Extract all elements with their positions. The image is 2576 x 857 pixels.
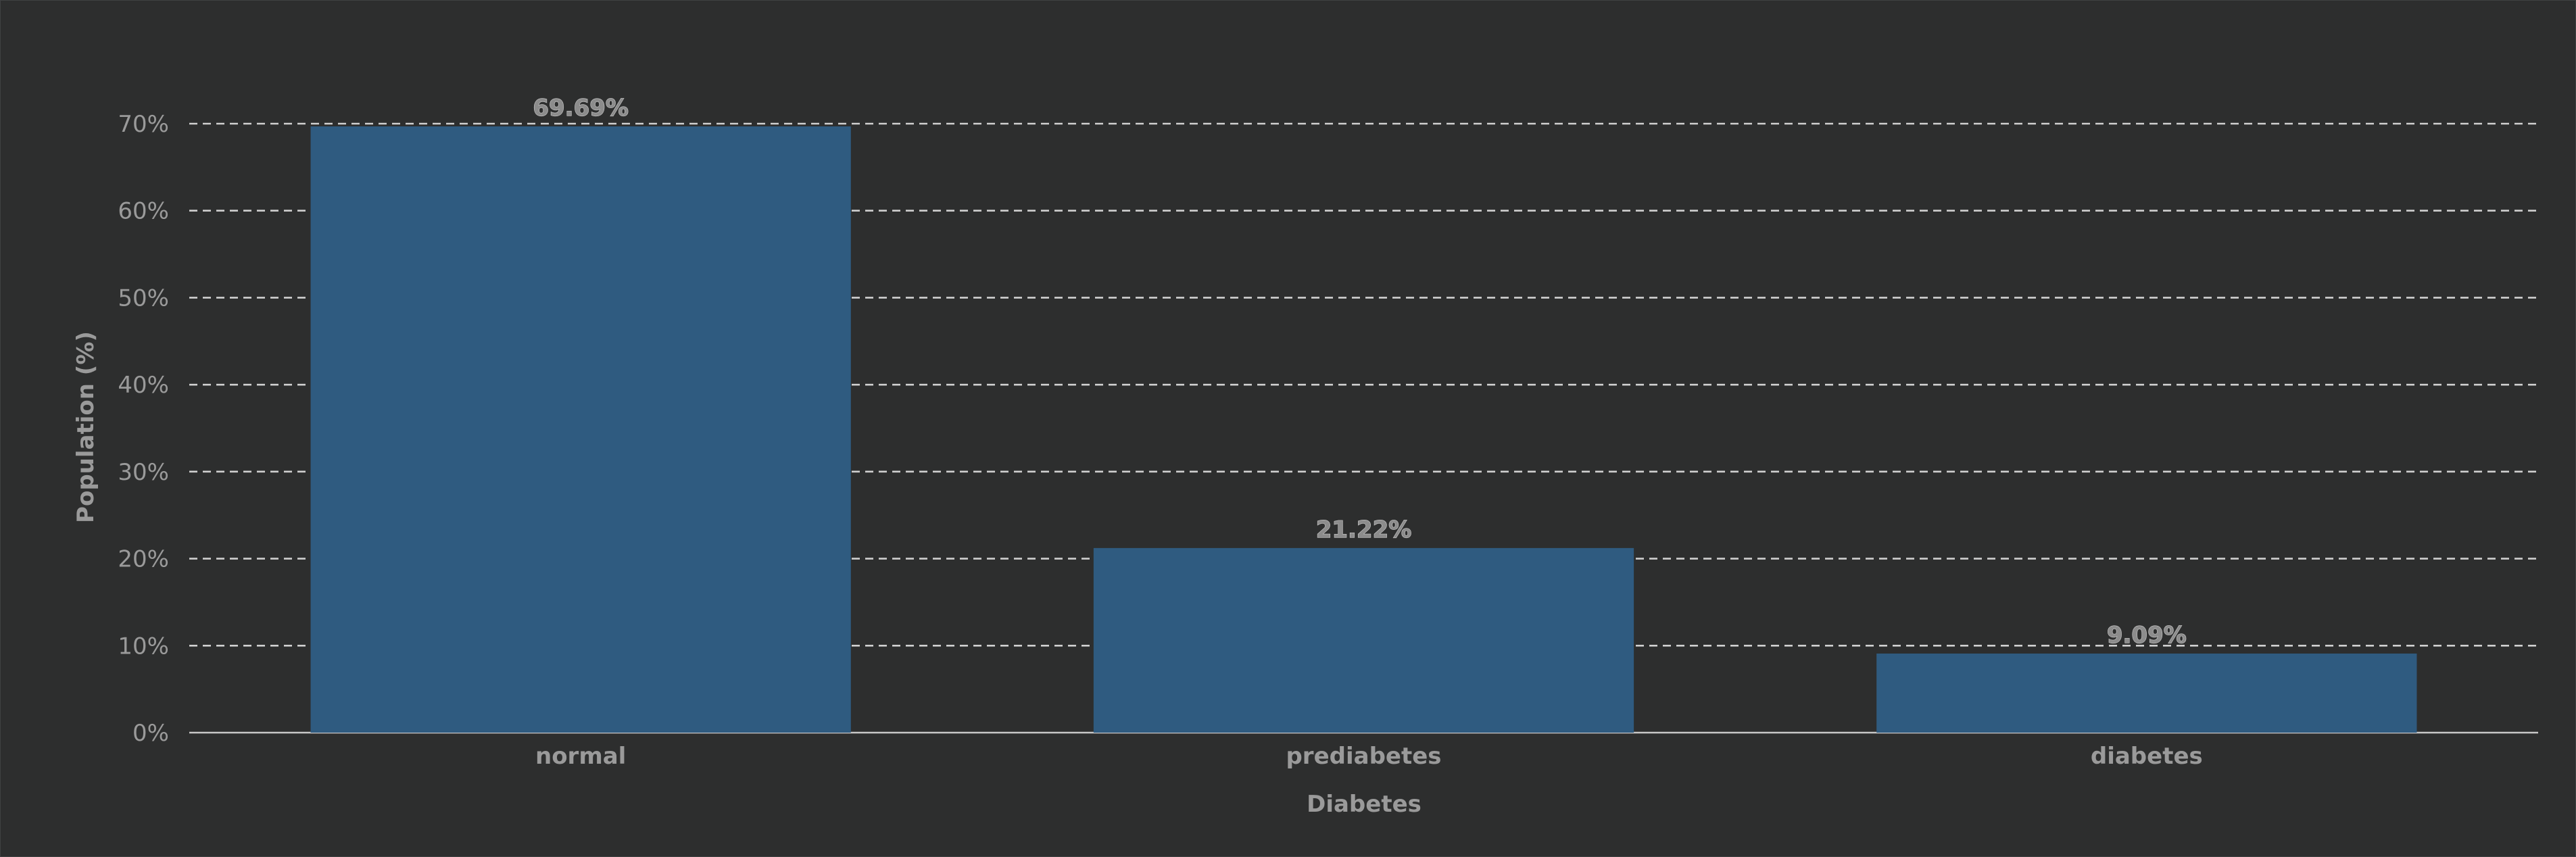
y-tick-label: 0% [132,720,169,747]
y-tick-label: 20% [118,546,169,573]
bar-diabetes [1876,653,2417,733]
data-label: 69.69% [533,95,629,122]
y-tick-label: 30% [118,459,169,486]
data-labels: 69.69% 21.22% 9.09% [533,94,2187,649]
x-axis-label: Diabetes [1307,791,1421,818]
y-tick-label: 60% [118,198,169,225]
y-axis-ticks: 0% 10% 20% 30% 40% 50% 60% 70% [118,111,169,747]
bars [310,126,2417,733]
data-label: 21.22% [1316,516,1412,543]
y-axis-label: Population (%) [72,331,99,523]
data-label: 9.09% [2107,622,2187,649]
y-tick-label: 10% [118,633,169,660]
x-tick-label: prediabetes [1286,743,1441,770]
bar-prediabetes [1093,547,1634,733]
y-tick-label: 40% [118,372,169,399]
x-axis-ticks: normal prediabetes diabetes [535,743,2203,770]
x-tick-label: diabetes [2091,743,2203,770]
x-tick-label: normal [535,743,626,770]
y-tick-label: 70% [118,111,169,138]
bar-normal [310,126,851,733]
y-tick-label: 50% [118,285,169,312]
